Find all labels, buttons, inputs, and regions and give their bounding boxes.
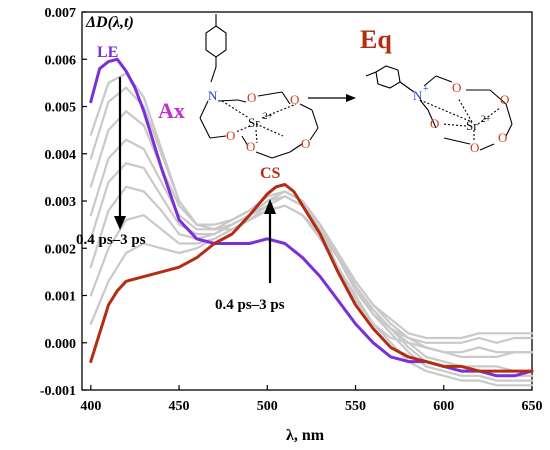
svg-text:O: O	[498, 130, 507, 145]
x-tick-label: 450	[169, 399, 190, 414]
x-tick-label: 550	[345, 399, 366, 414]
svg-text:Sr: Sr	[248, 115, 260, 130]
svg-text:O: O	[247, 90, 256, 105]
y-tick-label: 0.007	[45, 6, 77, 21]
cs-label: CS	[260, 165, 281, 182]
x-tick-label: 650	[522, 399, 543, 414]
svg-text:N: N	[208, 88, 218, 103]
series-le-line	[89, 57, 534, 378]
eq-label: Eq	[360, 25, 392, 54]
series-cs-line	[89, 183, 534, 373]
ax-label: Ax	[158, 98, 185, 123]
svg-text:2+: 2+	[481, 114, 491, 124]
series-intermediate-line	[89, 204, 534, 382]
eq-molecule-atoms: N + O O O O O Sr 2+	[413, 80, 509, 155]
svg-text:O: O	[500, 92, 509, 107]
y-tick-label: 0.006	[45, 53, 77, 68]
arrow-down-head	[114, 216, 126, 230]
x-tick-label: 600	[433, 399, 454, 414]
y-axis-title: ΔD(λ,t)	[85, 14, 134, 31]
svg-text:O: O	[430, 116, 439, 131]
series-layer	[89, 57, 534, 387]
svg-text:N: N	[413, 88, 423, 103]
ax-molecule-atoms: N O O O O O Sr 2+	[208, 88, 310, 154]
plot-frame	[81, 11, 533, 391]
axis-ticks: 400 450 500 550 600 650-0.0010.0000.0010.0020…	[40, 6, 543, 414]
y-tick-label: 0.005	[45, 101, 77, 116]
le-label: LE	[97, 44, 118, 61]
svg-text:Sr: Sr	[466, 118, 478, 133]
series-intermediate-line	[89, 138, 534, 354]
svg-text:O: O	[290, 92, 299, 107]
y-tick-label: 0.001	[45, 290, 77, 305]
x-tick-label: 500	[257, 399, 278, 414]
svg-text:2+: 2+	[263, 111, 273, 121]
reaction-arrow-head	[346, 94, 356, 102]
svg-text:O: O	[226, 128, 235, 143]
ax-molecule	[199, 14, 319, 159]
svg-text:O: O	[452, 80, 461, 95]
x-tick-label: 400	[80, 399, 101, 414]
y-tick-label: 0.000	[45, 337, 77, 352]
svg-text:O: O	[246, 139, 255, 154]
y-tick-label: 0.004	[45, 148, 77, 163]
eq-molecule	[365, 65, 513, 151]
arrow-down-label: 0.4 ps–3 ps	[76, 232, 146, 248]
arrow-up-head	[264, 199, 276, 214]
y-tick-label: 0.002	[45, 242, 77, 257]
arrow-up-label: 0.4 ps–3 ps	[215, 297, 285, 313]
y-tick-label: -0.001	[40, 384, 76, 399]
series-intermediate-line	[89, 204, 534, 387]
x-axis-title: λ, nm	[286, 427, 325, 444]
svg-text:O: O	[470, 140, 479, 155]
svg-text:+: +	[423, 84, 429, 95]
svg-text:O: O	[301, 136, 310, 151]
y-tick-label: 0.003	[45, 195, 77, 210]
